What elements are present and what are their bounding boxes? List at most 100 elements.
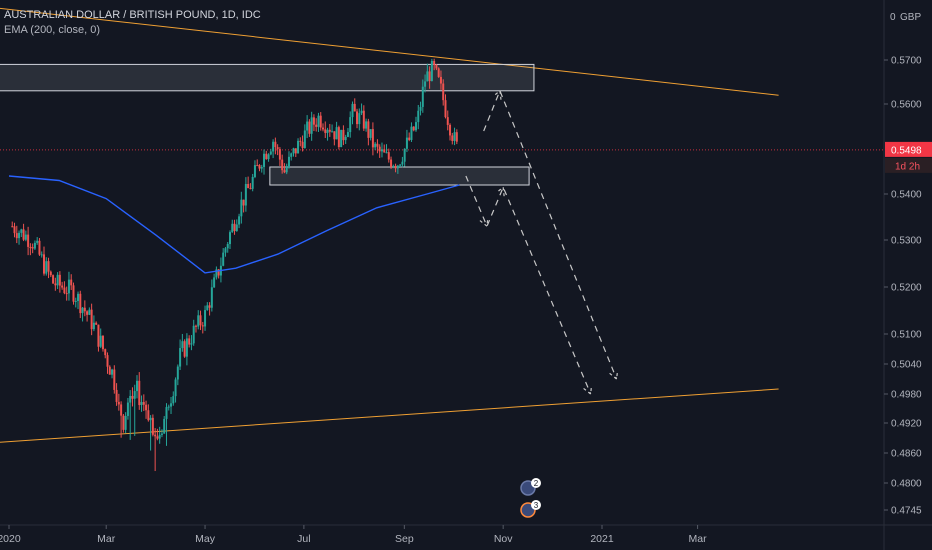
candle-179: [414, 116, 417, 132]
candle-body: [29, 246, 32, 248]
candle-body: [287, 156, 290, 168]
ema-line: [8, 175, 460, 274]
candle-16: [45, 257, 48, 276]
candle-body: [74, 301, 77, 303]
candle-169: [392, 164, 395, 169]
projection-arrowhead: [479, 217, 489, 228]
candle-body: [433, 60, 436, 65]
candle-133: [310, 111, 313, 141]
candle-158: [367, 118, 370, 146]
candle-138: [321, 123, 324, 132]
candle-body: [13, 226, 16, 234]
candle-182: [421, 79, 424, 113]
candle-187: [433, 58, 436, 71]
projection-arrowhead: [492, 89, 502, 100]
candle-134: [312, 114, 315, 132]
candle-151: [351, 101, 354, 125]
candle-75: [179, 339, 182, 370]
candle-35: [88, 307, 91, 316]
candle-body: [181, 341, 184, 349]
candle-body: [396, 165, 399, 169]
candle-body: [142, 402, 145, 405]
candle-body: [417, 110, 420, 123]
candle-135: [315, 118, 318, 132]
candle-109: [256, 159, 259, 167]
candle-body: [154, 434, 157, 437]
candle-27: [70, 274, 73, 291]
event-badge-2: 3: [520, 500, 541, 518]
candle-52: [126, 397, 129, 420]
candle-62: [149, 415, 152, 451]
candle-89: [210, 279, 213, 312]
candle-body: [56, 274, 59, 286]
candle-body: [369, 129, 372, 138]
time-axis: 2020 Mar May Jul Sep Nov 2021 Mar: [0, 524, 932, 545]
x-tick-label: Jul: [297, 533, 310, 545]
candle-body: [342, 129, 345, 141]
y-tick-label: 0.5040: [891, 360, 922, 371]
candle-body: [306, 121, 309, 131]
y-tick-label: 0.5200: [891, 283, 922, 294]
candle-body: [251, 176, 254, 189]
candle-body: [267, 154, 270, 160]
candle-body: [408, 137, 411, 140]
candle-22: [58, 271, 61, 293]
candle-body: [414, 122, 417, 131]
candle-13: [38, 238, 41, 256]
candle-131: [306, 115, 309, 139]
candle-84: [199, 310, 202, 331]
candle-128: [299, 137, 302, 147]
candle-181: [419, 101, 422, 116]
candle-body: [224, 248, 227, 253]
candle-body: [208, 305, 211, 308]
candle-body: [451, 135, 454, 141]
candle-168: [390, 156, 393, 169]
price-axis-top-marker: 0: [890, 12, 896, 23]
candle-100: [235, 219, 238, 232]
candle-body: [77, 293, 80, 302]
candle-193: [446, 110, 449, 131]
candle-body: [217, 269, 220, 276]
candle-body: [435, 64, 438, 69]
candle-body: [72, 285, 75, 302]
candle-80: [190, 335, 193, 351]
candle-176: [408, 132, 411, 142]
candle-71: [170, 396, 173, 414]
candle-150: [349, 111, 352, 138]
candle-54: [131, 387, 134, 407]
candle-body: [101, 335, 104, 350]
candle-78: [185, 333, 188, 366]
candle-156: [362, 105, 365, 131]
candle-body: [22, 229, 25, 240]
candle-body: [410, 126, 413, 140]
candle-body: [380, 149, 383, 152]
candle-body: [90, 309, 93, 330]
candle-body: [192, 325, 195, 344]
zone-rect-1: [0, 63, 535, 92]
candle-49: [120, 401, 123, 438]
candle-98: [231, 219, 234, 233]
candle-body: [442, 83, 445, 101]
candle-body: [430, 60, 433, 82]
chart-legend: AUSTRALIAN DOLLAR / BRITISH POUND, 1D, I…: [4, 8, 261, 38]
candle-body: [170, 403, 173, 407]
candle-body: [11, 226, 14, 228]
candle-17: [47, 257, 50, 279]
candle-90: [213, 273, 216, 288]
candle-53: [129, 390, 132, 440]
candle-body: [349, 117, 352, 133]
candle-body: [260, 166, 263, 169]
candle-147: [342, 125, 345, 146]
candle-body: [190, 343, 193, 345]
candle-2: [13, 222, 16, 238]
candle-188: [435, 64, 438, 71]
candle-body: [81, 307, 84, 314]
candle-body: [351, 103, 354, 118]
candle-body: [104, 349, 107, 356]
countdown-label: 1d 2h: [895, 161, 920, 172]
candle-body: [124, 415, 127, 430]
candle-118: [276, 144, 279, 156]
candle-88: [208, 302, 211, 316]
candle-164: [380, 142, 383, 158]
